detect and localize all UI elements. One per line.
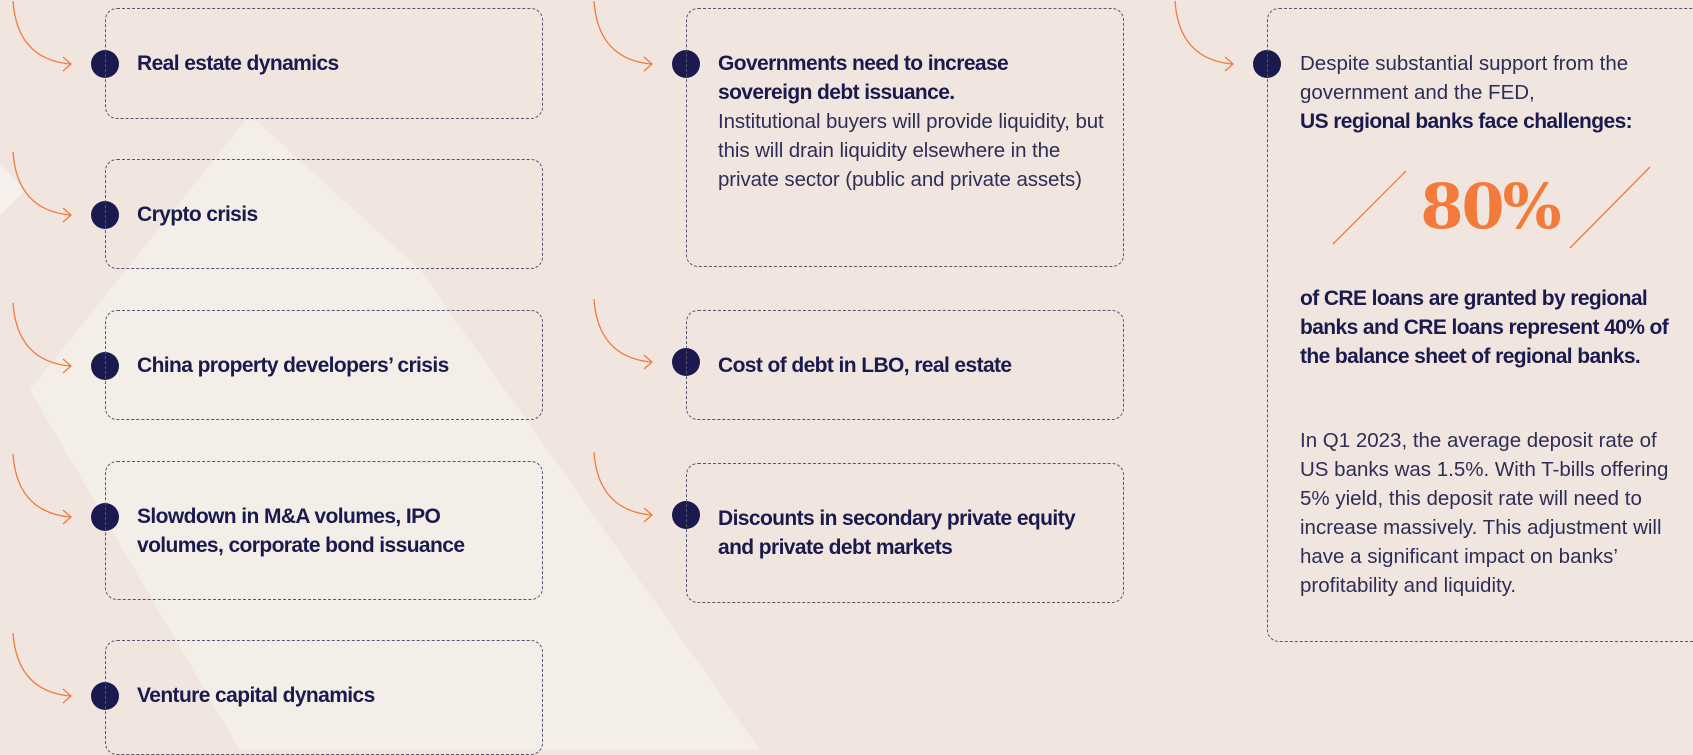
- item-heading: Venture capital dynamics: [137, 684, 375, 707]
- headline: US regional banks face challenges:: [1300, 110, 1633, 133]
- arrow: [1174, 0, 1233, 65]
- intro: Despite substantial support from the gov…: [1300, 52, 1629, 104]
- arrow: [593, 451, 652, 516]
- item-title: Venture capital dynamics: [137, 681, 525, 710]
- item-title: Cost of debt in LBO, real estate: [718, 351, 1106, 380]
- arrowhead: [62, 509, 72, 525]
- intro-block: Despite substantial support from the gov…: [1300, 49, 1690, 136]
- item-box: [686, 8, 1124, 267]
- body-text: In Q1 2023, the average deposit rate of …: [1300, 429, 1669, 597]
- arrowhead: [62, 688, 72, 704]
- arrow: [593, 298, 652, 363]
- arrowhead: [1224, 56, 1234, 72]
- item-heading: Real estate dynamics: [137, 52, 339, 75]
- arrowhead: [643, 507, 653, 523]
- item-title: Discounts in secondary private equity an…: [718, 504, 1106, 562]
- arrowhead: [643, 56, 653, 72]
- item-box: [105, 310, 543, 420]
- item-title: Slowdown in M&A volumes, IPO volumes, co…: [137, 502, 525, 560]
- item-heading: Governments need to increase sovereign d…: [718, 52, 1009, 104]
- stat: 80%: [1420, 170, 1561, 243]
- arrowhead: [62, 358, 72, 374]
- item-box: [686, 310, 1124, 420]
- arrowhead: [62, 56, 72, 72]
- arrow: [12, 151, 71, 216]
- arrow: [12, 0, 71, 65]
- slash: [1332, 170, 1407, 245]
- item-title: China property developers’ crisis: [137, 351, 525, 380]
- item-box: [105, 461, 543, 600]
- slash: [1569, 166, 1651, 249]
- item-heading: Slowdown in M&A volumes, IPO volumes, co…: [137, 505, 465, 557]
- item-heading: Crypto crisis: [137, 203, 258, 226]
- bg-shape: [30, 115, 760, 750]
- item-box: [105, 8, 543, 119]
- arrow: [593, 0, 652, 65]
- item-box: [105, 159, 543, 269]
- item-title: Real estate dynamics: [137, 49, 525, 78]
- arrowhead: [643, 354, 653, 370]
- arrow: [12, 632, 71, 697]
- bg-shape: [0, 165, 25, 215]
- stat-box: [1267, 8, 1693, 642]
- item-heading: Cost of debt in LBO, real estate: [718, 354, 1012, 377]
- item-text: Institutional buyers will provide liquid…: [718, 110, 1104, 191]
- arrow: [12, 453, 71, 518]
- item-title: Governments need to increase sovereign d…: [718, 49, 1106, 194]
- item-box: [686, 463, 1124, 603]
- item-heading: Discounts in secondary private equity an…: [718, 507, 1076, 559]
- item-title: Crypto crisis: [137, 200, 525, 229]
- arrow: [12, 302, 71, 367]
- item-heading: China property developers’ crisis: [137, 354, 449, 377]
- arrowhead: [62, 207, 72, 223]
- stat-text: of CRE loans are granted by regional ban…: [1300, 287, 1669, 368]
